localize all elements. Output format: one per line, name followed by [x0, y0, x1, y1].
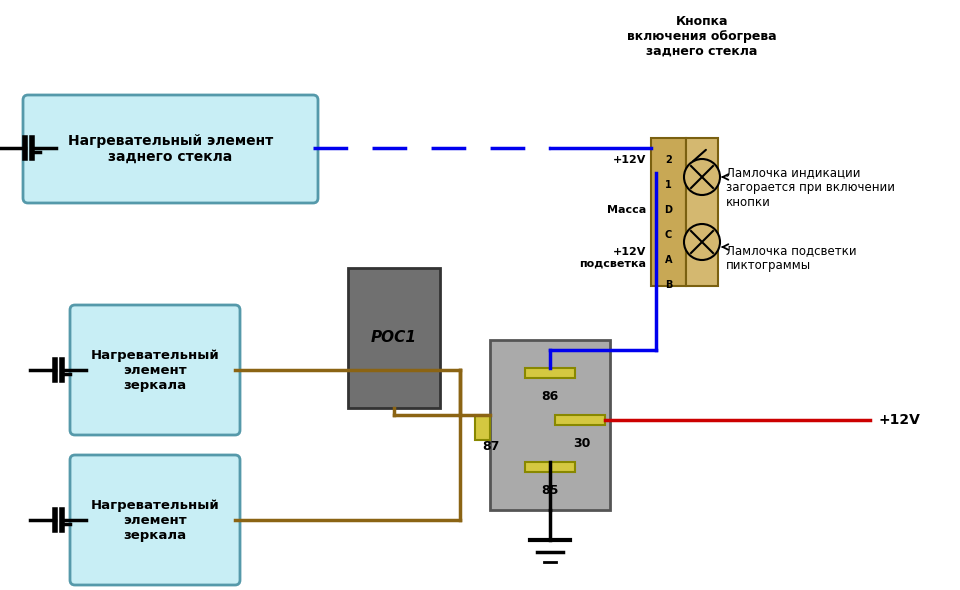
FancyBboxPatch shape [70, 455, 240, 585]
Bar [525, 368, 575, 378]
Circle shape [684, 159, 720, 195]
Text: C: C [665, 230, 672, 240]
Text: 2: 2 [665, 155, 672, 165]
Text: Кнопка
включения обогрева
заднего стекла: Кнопка включения обогрева заднего стекла [627, 15, 777, 58]
Text: A: A [664, 255, 672, 265]
Text: 86: 86 [541, 390, 559, 403]
Text: +12V: +12V [612, 155, 646, 165]
Text: +12V: +12V [878, 413, 920, 427]
Text: 30: 30 [573, 437, 590, 450]
FancyBboxPatch shape [70, 305, 240, 435]
Bar [490, 340, 610, 510]
Bar [525, 462, 575, 472]
Text: 1: 1 [665, 180, 672, 190]
Bar [686, 138, 718, 286]
Text: Нагревательный элемент
заднего стекла: Нагревательный элемент заднего стекла [68, 134, 274, 164]
Bar [475, 415, 490, 440]
Text: Нагревательный
элемент
зеркала: Нагревательный элемент зеркала [90, 499, 220, 542]
Text: Масса: Масса [607, 205, 646, 215]
Text: Нагревательный
элемент
зеркала: Нагревательный элемент зеркала [90, 349, 220, 392]
Text: +12V
подсветка: +12V подсветка [579, 247, 646, 269]
Text: РОС1: РОС1 [371, 330, 417, 346]
Circle shape [684, 224, 720, 260]
Text: D: D [664, 205, 673, 215]
Text: 85: 85 [541, 484, 559, 497]
FancyBboxPatch shape [23, 95, 318, 203]
Bar [555, 415, 605, 425]
Bar [348, 268, 440, 408]
Text: B: B [665, 280, 672, 290]
Text: Ламлочка подсветки
пиктограммы: Ламлочка подсветки пиктограммы [726, 244, 856, 272]
Bar [651, 138, 686, 286]
Text: Ламлочка индикации
загорается при включении
кнопки: Ламлочка индикации загорается при включе… [726, 166, 895, 209]
Text: 87: 87 [482, 441, 499, 454]
